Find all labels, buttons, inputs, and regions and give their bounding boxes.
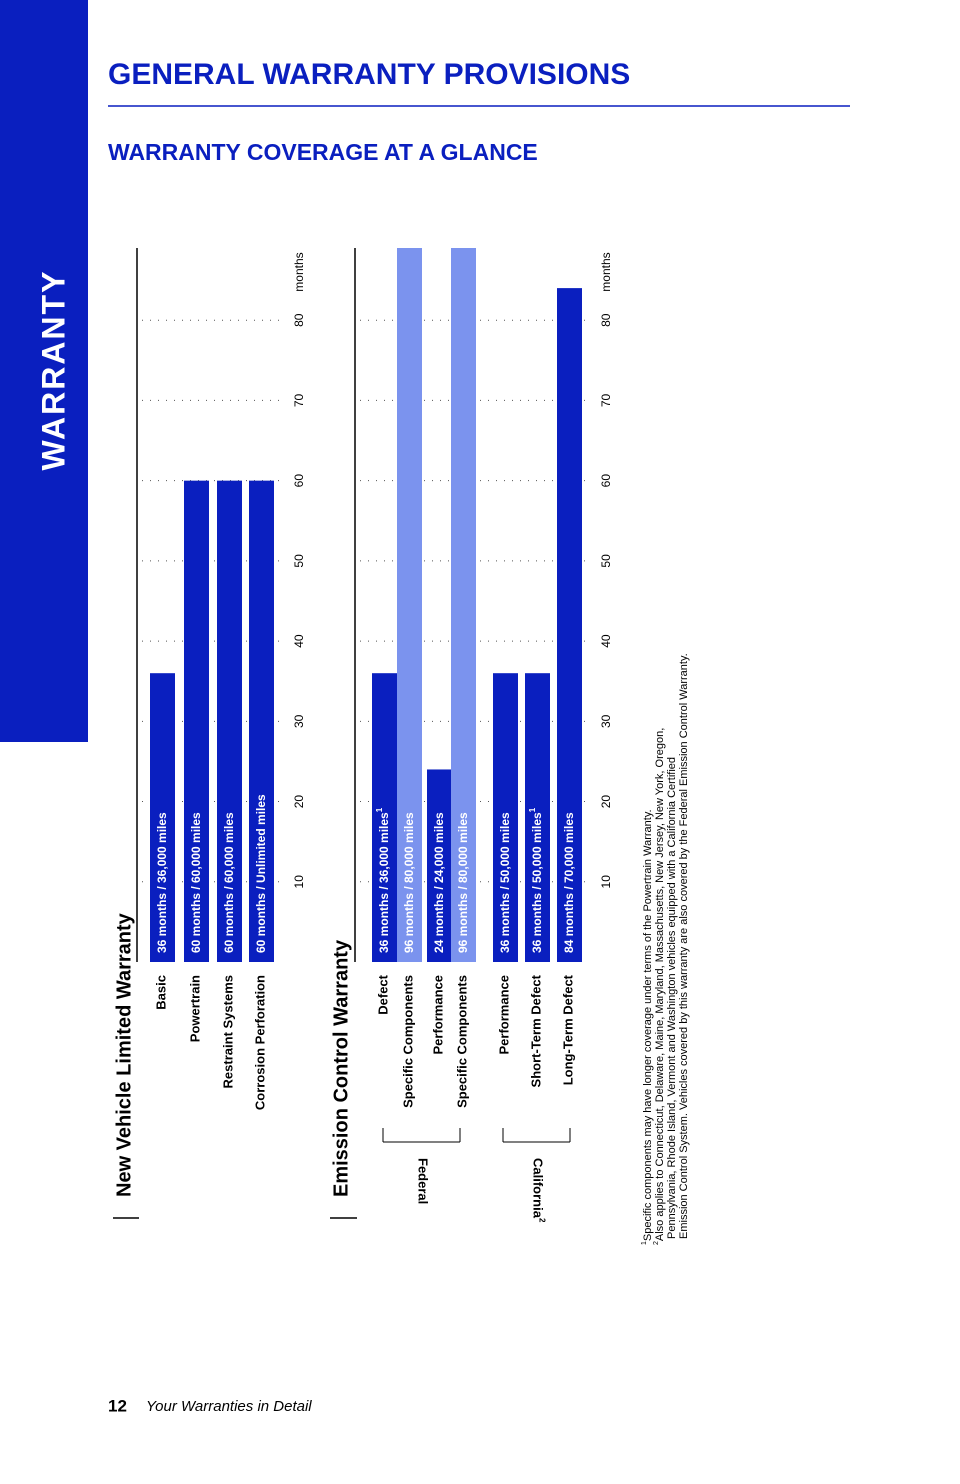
bar-label: 84 months / 70,000 miles	[562, 812, 576, 953]
category-label: Performance	[496, 975, 511, 1054]
x-tick-label: 30	[292, 714, 306, 728]
bar-label: 36 months / 50,000 miles	[498, 812, 512, 953]
bar-label-text: 84 months / 70,000 miles	[562, 812, 576, 953]
category-label: Long-Term Defect	[560, 974, 575, 1085]
x-tick-label: 60	[292, 474, 306, 488]
x-tick-label: 10	[292, 875, 306, 889]
bar	[372, 673, 397, 962]
group-label-text: Federal	[415, 1158, 430, 1204]
x-tick-label: 40	[599, 634, 613, 648]
chart-title: New Vehicle Limited Warranty	[113, 912, 135, 1197]
x-tick-label: 20	[599, 795, 613, 809]
plot-area	[372, 248, 582, 962]
bar-label: 96 months / 80,000 miles	[402, 812, 416, 953]
category-label: Restraint Systems	[220, 975, 235, 1088]
bar-label: 60 months / Unlimited miles	[254, 794, 268, 953]
x-tick-label: 20	[292, 795, 306, 809]
x-tick-label: 70	[292, 393, 306, 407]
footnote-marker: 2	[653, 1241, 660, 1245]
category-label: Defect	[375, 974, 390, 1014]
bar-label-text: 36 months / 50,000 miles	[498, 812, 512, 953]
bar-label-text: 60 months / Unlimited miles	[254, 794, 268, 953]
x-tick-label: 50	[599, 554, 613, 568]
bar-label-text: 60 months / 60,000 miles	[222, 812, 236, 953]
x-tick-label: 70	[599, 393, 613, 407]
bar	[525, 673, 550, 962]
category-label: Specific Components	[400, 975, 415, 1108]
bar	[184, 480, 209, 962]
bar	[451, 248, 476, 962]
page-subtitle: WARRANTY COVERAGE AT A GLANCE	[108, 139, 538, 165]
bar-label: 36 months / 36,000 miles1	[375, 807, 391, 953]
bar	[397, 248, 422, 962]
footnote-text: Also applies to Connecticut, Delaware, M…	[654, 728, 666, 1241]
page-number: 12	[108, 1396, 127, 1415]
bar	[493, 673, 518, 962]
x-tick-label: 40	[292, 634, 306, 648]
footnote-indent: Pennsylvania, Rhode Island, Vermont and …	[666, 757, 678, 1239]
axis-label: months	[599, 252, 613, 291]
bar-label: 36 months / 50,000 miles1	[528, 807, 544, 953]
bar-label-text: 36 months / 50,000 miles	[530, 812, 544, 953]
chart-title: Emission Control Warranty	[330, 939, 352, 1197]
x-tick-label: 10	[599, 875, 613, 889]
category-label: Short-Term Defect	[528, 974, 543, 1087]
bar-label-note: 1	[375, 807, 384, 812]
x-tick-label: 80	[599, 313, 613, 327]
category-label: Corrosion Perforation	[252, 975, 267, 1110]
bar-label-note: 1	[528, 807, 537, 812]
bar	[217, 480, 242, 962]
group-label-note: 2	[537, 1218, 546, 1223]
bar-label: 96 months / 80,000 miles	[456, 812, 470, 953]
category-label: Specific Components	[454, 975, 469, 1108]
bar	[249, 480, 274, 962]
footnote: 1Specific components may have longer cov…	[641, 809, 654, 1245]
footnote: Emission Control System. Vehicles covere…	[678, 653, 690, 1239]
x-tick-label: 30	[599, 714, 613, 728]
bar-label-text: 96 months / 80,000 miles	[456, 812, 470, 953]
footnote-text: Specific components may have longer cove…	[642, 809, 654, 1241]
footnote-indent: Emission Control System. Vehicles covere…	[678, 653, 690, 1239]
footnote-marker: 1	[641, 1241, 648, 1245]
bar-label: 60 months / 60,000 miles	[222, 812, 236, 953]
bar-label-text: 24 months / 24,000 miles	[432, 812, 446, 953]
category-label: Basic	[153, 975, 168, 1010]
x-tick-label: 50	[292, 554, 306, 568]
footnote: 2Also applies to Connecticut, Delaware, …	[653, 728, 666, 1245]
bar-label: 60 months / 60,000 miles	[189, 812, 203, 953]
side-band	[0, 0, 88, 742]
bar-label-text: 36 months / 36,000 miles	[377, 812, 391, 953]
footer-text: Your Warranties in Detail	[146, 1398, 312, 1415]
bar-label: 36 months / 36,000 miles	[155, 812, 169, 953]
category-label: Performance	[430, 975, 445, 1054]
category-label: Powertrain	[187, 975, 202, 1042]
x-tick-label: 80	[292, 313, 306, 327]
bar	[557, 288, 582, 962]
page-title: GENERAL WARRANTY PROVISIONS	[108, 58, 630, 91]
bar-label-text: 60 months / 60,000 miles	[189, 812, 203, 953]
bar-label: 24 months / 24,000 miles	[432, 812, 446, 953]
bar	[427, 769, 452, 962]
group-label-text: California	[530, 1158, 545, 1219]
x-tick-label: 60	[599, 474, 613, 488]
axis-label: months	[292, 252, 306, 291]
side-tab: WARRANTY	[35, 270, 71, 471]
group-label: California2	[530, 1158, 546, 1223]
footnote: Pennsylvania, Rhode Island, Vermont and …	[666, 757, 678, 1239]
plot-area	[150, 480, 274, 962]
bar	[150, 673, 175, 962]
group-label: Federal	[415, 1158, 430, 1204]
bar-label-text: 96 months / 80,000 miles	[402, 812, 416, 953]
bar-label-text: 36 months / 36,000 miles	[155, 812, 169, 953]
